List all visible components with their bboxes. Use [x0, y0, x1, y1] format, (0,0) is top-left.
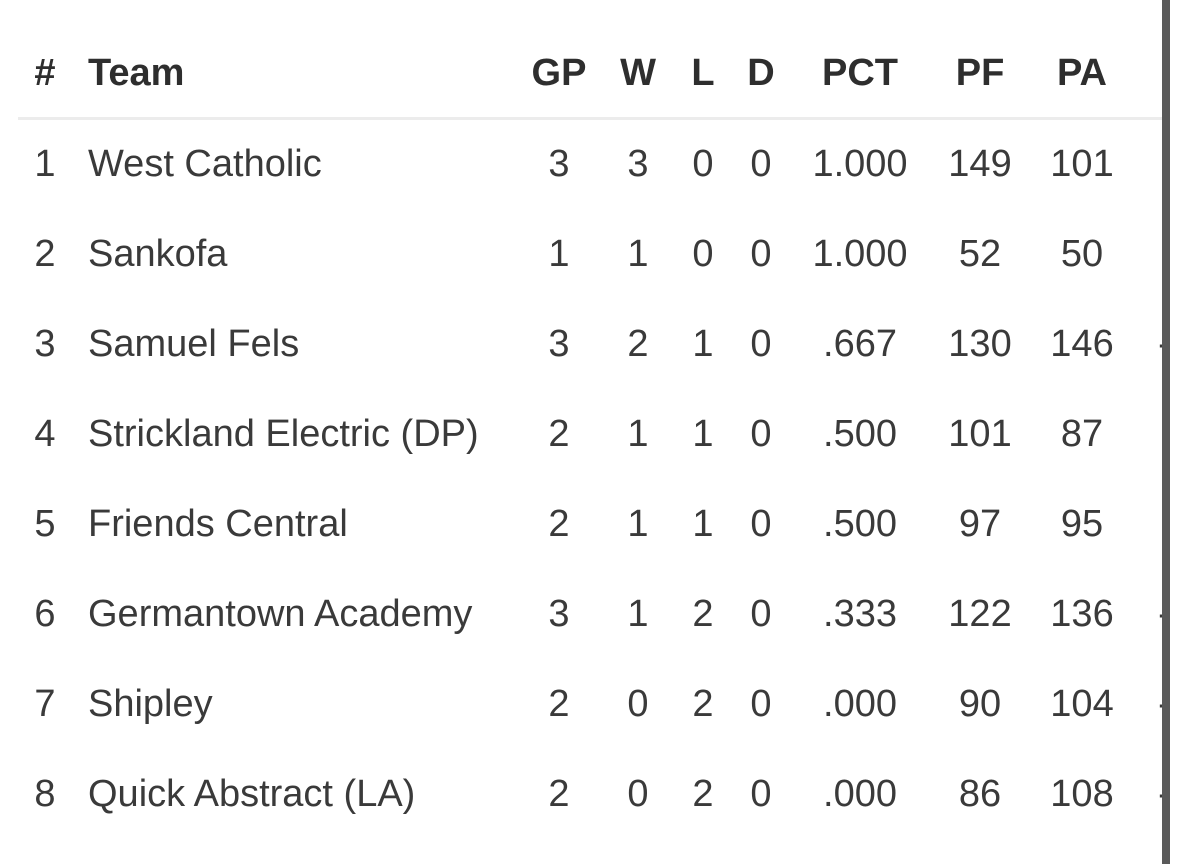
- gp: 2: [548, 413, 570, 455]
- scrollbar[interactable]: [1162, 0, 1170, 864]
- points-against: 87: [1060, 413, 1104, 455]
- points-against: 101: [1050, 143, 1114, 185]
- wins: 0: [627, 773, 649, 815]
- losses: 2: [692, 593, 714, 635]
- points-against: 95: [1060, 503, 1104, 545]
- points-against: 104: [1050, 683, 1114, 725]
- header-rule: [18, 117, 1162, 120]
- draws: 0: [750, 323, 772, 365]
- team: Strickland Electric (DP): [88, 413, 479, 455]
- column-header: PCT: [822, 52, 898, 94]
- team: Samuel Fels: [88, 323, 300, 365]
- rank: 5: [34, 503, 56, 545]
- draws: 0: [750, 683, 772, 725]
- team: West Catholic: [88, 143, 322, 185]
- rank: 4: [34, 413, 56, 455]
- gp: 3: [548, 593, 570, 635]
- column-header: PA: [1057, 52, 1107, 94]
- pct: .667: [823, 323, 897, 365]
- column-header: PF: [955, 52, 1005, 94]
- losses: 2: [692, 773, 714, 815]
- pct: .333: [823, 593, 897, 635]
- wins: 1: [627, 233, 649, 275]
- points-against: 108: [1050, 773, 1114, 815]
- gp: 3: [548, 323, 570, 365]
- point-diff: -1: [1158, 685, 1162, 723]
- points-against: 146: [1050, 323, 1114, 365]
- gp: 2: [548, 683, 570, 725]
- points-for: 101: [948, 413, 1012, 455]
- pct: .500: [823, 503, 897, 545]
- draws: 0: [750, 233, 772, 275]
- draws: 0: [750, 143, 772, 185]
- team: Friends Central: [88, 503, 348, 545]
- gp: 1: [548, 233, 570, 275]
- wins: 2: [627, 323, 649, 365]
- points-for: 97: [958, 503, 1002, 545]
- points-for: 122: [948, 593, 1012, 635]
- draws: 0: [750, 413, 772, 455]
- points-for: 52: [958, 233, 1002, 275]
- gp: 2: [548, 503, 570, 545]
- team: Germantown Academy: [88, 593, 473, 635]
- losses: 2: [692, 683, 714, 725]
- wins: 0: [627, 683, 649, 725]
- points-for: 86: [958, 773, 1002, 815]
- column-header: L: [691, 52, 715, 94]
- pct: 1.000: [812, 233, 908, 275]
- rank: 6: [34, 593, 56, 635]
- wins: 1: [627, 503, 649, 545]
- point-diff: -1: [1158, 325, 1162, 363]
- wins: 1: [627, 413, 649, 455]
- rank: 7: [34, 683, 56, 725]
- points-for: 149: [948, 143, 1012, 185]
- column-header: #: [34, 52, 56, 94]
- points-against: 136: [1050, 593, 1114, 635]
- points-for: 90: [958, 683, 1002, 725]
- team: Sankofa: [88, 233, 228, 275]
- losses: 1: [692, 503, 714, 545]
- rank: 2: [34, 233, 56, 275]
- rank: 3: [34, 323, 56, 365]
- losses: 1: [692, 323, 714, 365]
- pct: 1.000: [812, 143, 908, 185]
- draws: 0: [750, 773, 772, 815]
- pct: .500: [823, 413, 897, 455]
- draws: 0: [750, 593, 772, 635]
- points-for: 130: [948, 323, 1012, 365]
- column-header: Team: [88, 52, 185, 94]
- column-header: D: [747, 52, 775, 94]
- rank: 8: [34, 773, 56, 815]
- rank: 1: [34, 143, 56, 185]
- losses: 1: [692, 413, 714, 455]
- losses: 0: [692, 143, 714, 185]
- gp: 2: [548, 773, 570, 815]
- losses: 0: [692, 233, 714, 275]
- column-header: W: [620, 52, 656, 94]
- pct: .000: [823, 773, 897, 815]
- team: Quick Abstract (LA): [88, 773, 416, 815]
- points-against: 50: [1060, 233, 1104, 275]
- point-diff: -2: [1158, 775, 1162, 813]
- point-diff: -1: [1158, 595, 1162, 633]
- draws: 0: [750, 503, 772, 545]
- wins: 3: [627, 143, 649, 185]
- column-header: GP: [531, 52, 587, 94]
- gp: 3: [548, 143, 570, 185]
- pct: .000: [823, 683, 897, 725]
- wins: 1: [627, 593, 649, 635]
- team: Shipley: [88, 683, 213, 725]
